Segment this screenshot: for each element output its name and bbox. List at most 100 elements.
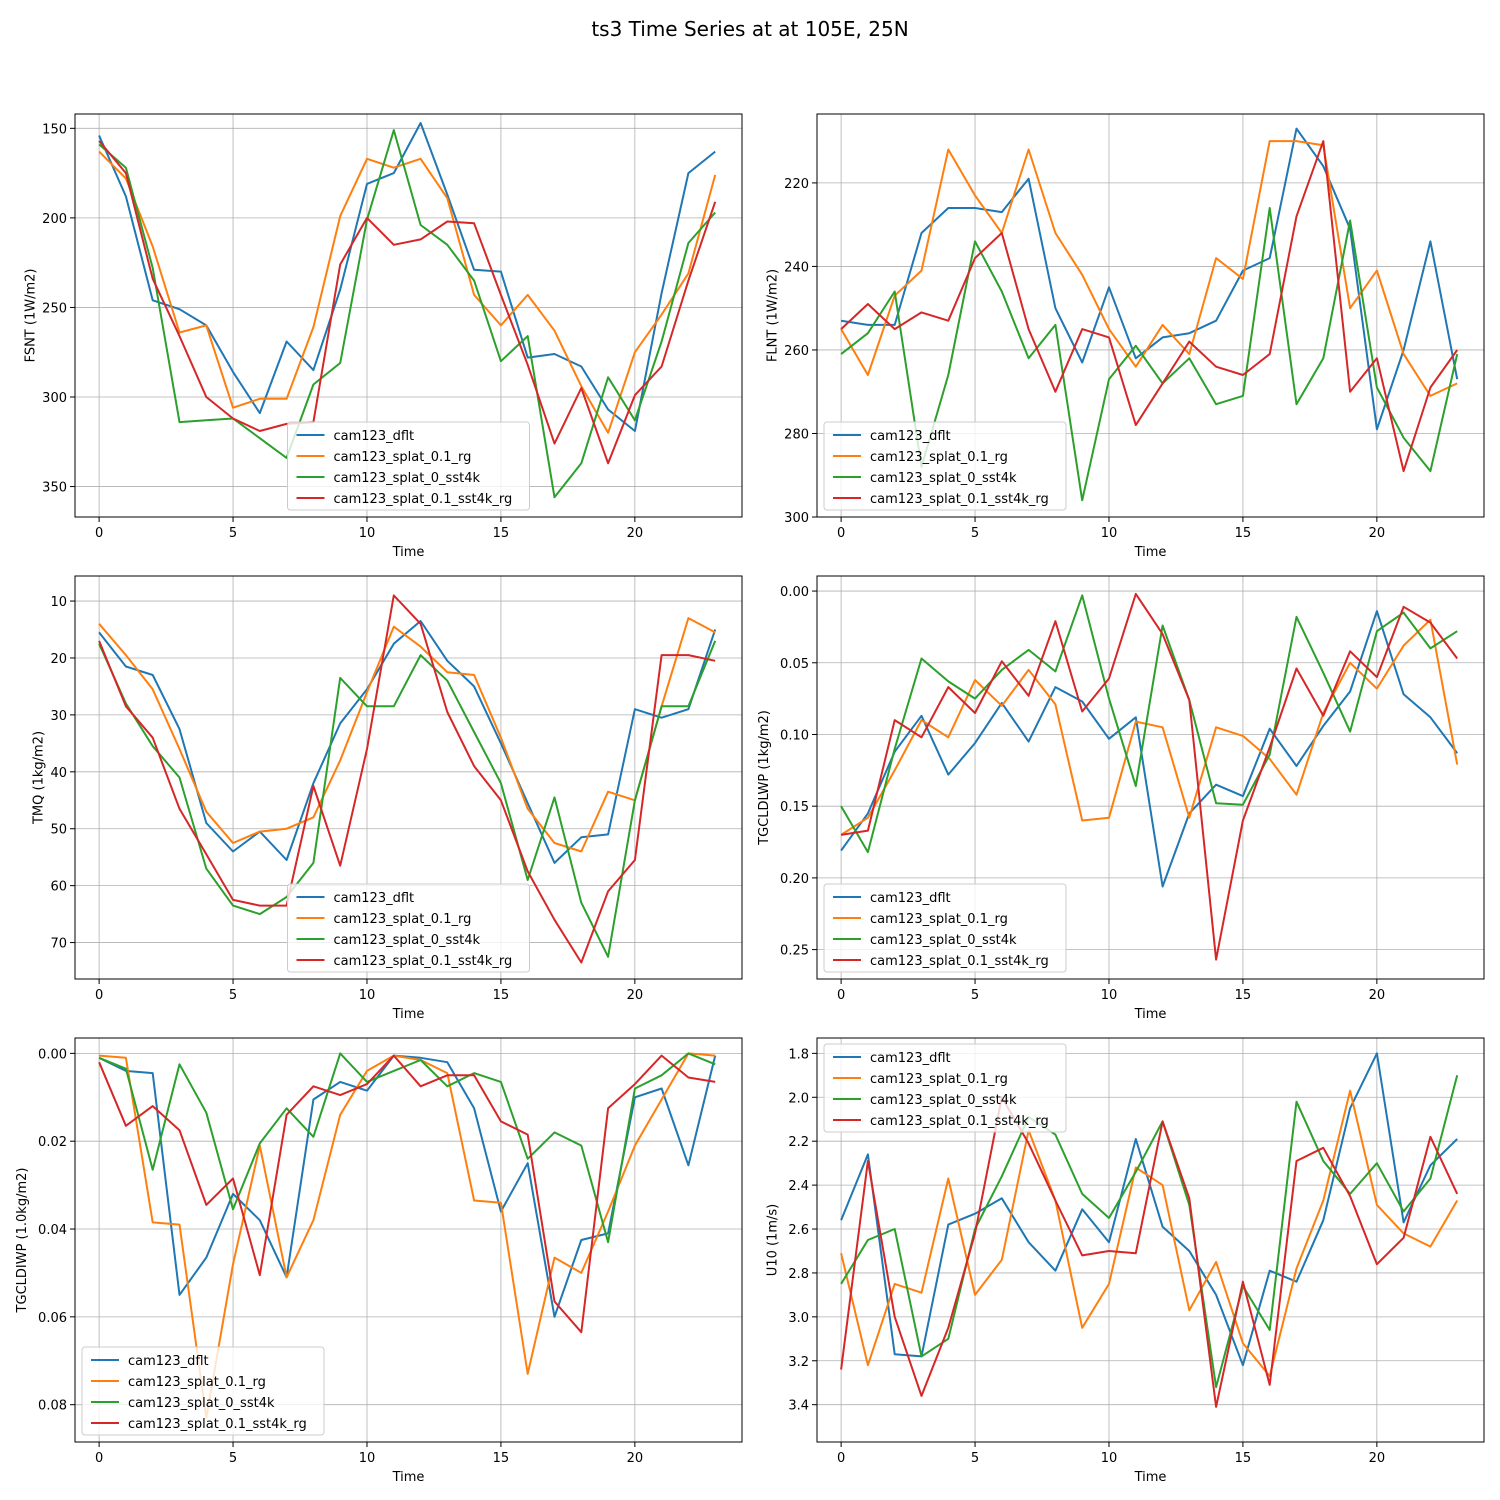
axes-frame	[816, 575, 1485, 980]
x-axis-label: Time	[1134, 1007, 1167, 1022]
y-tick-label: 0.02	[38, 1135, 67, 1150]
series-group	[840, 127, 1459, 502]
y-axis: 0.00 0.05 0.10 0.15 0.20 0.25	[780, 585, 817, 959]
x-tick-label: 20	[1369, 526, 1386, 541]
x-tick-label: 15	[1235, 1451, 1252, 1466]
x-axis-label: Time	[392, 1007, 425, 1022]
legend: cam123_dflt cam123_splat_0.1_rg cam123_spl…	[287, 421, 530, 511]
x-tick-label: 20	[627, 1451, 644, 1466]
x-tick-label: 5	[229, 988, 237, 1003]
y-tick-label: 1.8	[788, 1047, 809, 1062]
x-tick-label: 5	[229, 526, 237, 541]
legend: cam123_dflt cam123_splat_0.1_rg cam123_spl…	[823, 1043, 1067, 1133]
legend: cam123_dflt cam123_splat_0.1_rg cam123_spl…	[287, 883, 530, 973]
axes-frame	[74, 1037, 743, 1443]
legend-box	[287, 883, 530, 973]
x-tick-label: 0	[837, 1451, 845, 1466]
x-tick-label: 0	[95, 988, 103, 1003]
series-group	[98, 122, 717, 499]
x-axis: 0 5 10 15 20	[837, 979, 1385, 1003]
x-tick-label: 10	[359, 988, 376, 1003]
x-axis: 0 5 10 15 20	[837, 1442, 1385, 1466]
series-group	[840, 592, 1459, 961]
series-line	[98, 140, 717, 465]
y-tick-label: 0.08	[38, 1399, 67, 1414]
legend-label: cam123_splat_0.1_sst4k_rg	[870, 492, 1049, 507]
series-line	[98, 640, 717, 958]
legend-label: cam123_splat_0.1_rg	[870, 1072, 1008, 1087]
y-tick-label: 0.04	[38, 1223, 67, 1238]
series-line	[840, 207, 1459, 502]
y-axis-label: FLNT (1W/m2)	[765, 269, 780, 362]
legend-label: cam123_splat_0.1_sst4k_rg	[334, 492, 513, 507]
legend-box	[823, 883, 1067, 973]
x-tick-label: 10	[359, 1451, 376, 1466]
y-axis-label: FSNT (1W/m2)	[23, 269, 38, 363]
x-axis: 0 5 10 15 20	[95, 979, 643, 1003]
legend-label: cam123_dflt	[128, 1354, 209, 1369]
x-tick-label: 15	[1235, 988, 1252, 1003]
y-tick-label: 20	[50, 652, 67, 667]
x-axis-label: Time	[1134, 545, 1167, 560]
legend: cam123_dflt cam123_splat_0.1_rg cam123_spl…	[823, 883, 1067, 973]
y-tick-label: 70	[50, 937, 67, 952]
series-line	[840, 1096, 1459, 1408]
legend-label: cam123_splat_0.1_rg	[334, 912, 472, 927]
y-tick-label: 280	[784, 427, 809, 442]
legend-label: cam123_dflt	[870, 1051, 951, 1066]
y-axis-label: TMQ (1kg/m2)	[32, 731, 47, 825]
x-tick-label: 10	[359, 526, 376, 541]
series-line	[840, 610, 1459, 888]
series-group	[840, 1052, 1459, 1408]
y-tick-label: 40	[50, 766, 67, 781]
series-line	[840, 594, 1458, 854]
y-axis: 150 200 250 300 350	[42, 122, 75, 496]
y-tick-label: 150	[42, 122, 67, 137]
y-axis-label: U10 (1m/s)	[765, 1204, 780, 1276]
series-line	[98, 129, 716, 499]
legend-label: cam123_splat_0.1_sst4k_rg	[870, 1114, 1049, 1129]
series-line	[840, 618, 1459, 836]
legend-label: cam123_dflt	[334, 891, 415, 906]
subplot-6: 0 5 10 15 20 Time 1.8 2.0 2.2 2.4 2.6 2.8 3.0 3.2 3.4 U…	[765, 1037, 1485, 1485]
y-axis: 10 20 30 40 50 60 70	[50, 595, 75, 952]
y-tick-label: 250	[42, 301, 67, 316]
x-axis: 0 5 10 15 20	[95, 1442, 643, 1466]
series-line	[840, 140, 1459, 473]
x-tick-label: 0	[95, 1451, 103, 1466]
x-tick-label: 10	[1101, 526, 1118, 541]
subplot-1: 0 5 10 15 20 Time 150 200 250 300 350 FSNT (1W/m2) c…	[23, 113, 743, 560]
axes-frame	[74, 113, 743, 518]
grid-lines	[75, 1038, 742, 1442]
y-tick-label: 3.4	[788, 1399, 809, 1414]
legend-label: cam123_dflt	[870, 429, 951, 444]
grid-lines	[817, 114, 1484, 518]
series-line	[98, 620, 717, 864]
y-tick-label: 0.05	[780, 657, 809, 672]
y-tick-label: 60	[50, 880, 67, 895]
x-tick-label: 20	[1369, 988, 1386, 1003]
y-tick-label: 2.0	[788, 1091, 809, 1106]
axes-frame	[74, 575, 743, 980]
x-tick-label: 15	[1235, 526, 1252, 541]
x-tick-label: 0	[837, 526, 845, 541]
axes-frame	[816, 113, 1485, 518]
y-tick-label: 200	[42, 212, 67, 227]
y-tick-label: 0.06	[38, 1311, 67, 1326]
y-axis-label: TGCLDIWP (1.0kg/m2)	[15, 1168, 30, 1314]
x-tick-label: 20	[627, 526, 644, 541]
series-line	[840, 140, 1458, 397]
series-line	[840, 592, 1459, 961]
y-tick-label: 2.6	[788, 1223, 809, 1238]
legend-box	[823, 421, 1067, 511]
x-tick-label: 0	[95, 526, 103, 541]
legend-label: cam123_splat_0_sst4k	[870, 471, 1017, 486]
axes-frame	[816, 1037, 1485, 1443]
x-axis-label: Time	[392, 1470, 425, 1485]
legend-box	[287, 421, 530, 511]
y-tick-label: 0.10	[780, 728, 809, 743]
x-tick-label: 15	[493, 1451, 510, 1466]
